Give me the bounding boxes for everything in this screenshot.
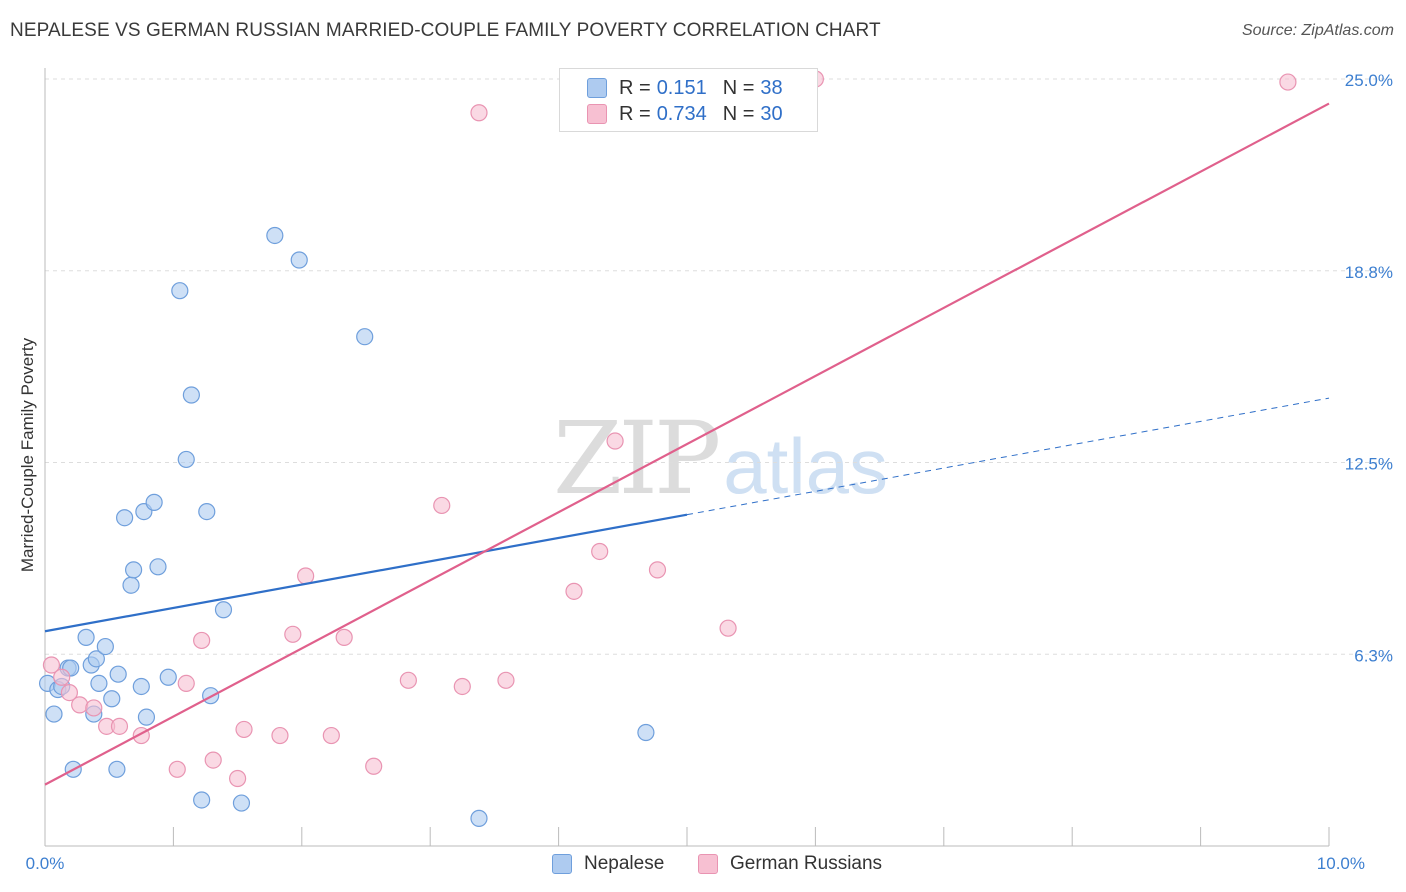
nepalese-point: [108, 760, 126, 778]
legend-swatch-nepalese: [587, 78, 607, 98]
german-russians-trend-line: [44, 102, 1330, 786]
legend-swatch-german-russians: [587, 104, 607, 124]
german-russians-point: [110, 717, 129, 735]
german-russians-point: [71, 696, 89, 714]
nepalese-point: [177, 450, 195, 469]
nepalese-point: [266, 226, 284, 245]
nepalese-trend-line: [44, 513, 688, 633]
y-tick-label: 25.0%: [1345, 71, 1393, 90]
german-russians-point: [648, 561, 667, 579]
nepalese-point: [137, 708, 156, 726]
bottom-swatch-german-russians: [698, 854, 718, 874]
nepalese-point: [90, 674, 108, 692]
nepalese-point: [214, 601, 233, 619]
legend-row-german-russians: R = 0.734 N = 30: [587, 102, 783, 126]
german-russians-point: [470, 104, 488, 122]
y-tick-label: 6.3%: [1354, 646, 1393, 665]
german-russians-point: [433, 496, 451, 515]
nepalese-point: [356, 328, 374, 346]
nepalese-point: [232, 794, 251, 812]
german-russians-point: [284, 625, 302, 643]
legend-n-value: 30: [760, 102, 783, 125]
nepalese-point: [96, 637, 114, 656]
nepalese-point: [122, 576, 140, 594]
nepalese-point: [470, 809, 488, 827]
nepalese-point: [116, 509, 134, 527]
nepalese-point: [637, 723, 655, 742]
german-russians-point: [399, 671, 417, 689]
german-russians-point: [204, 751, 222, 769]
german-russians-point: [297, 567, 315, 585]
german-russians-point: [453, 677, 471, 696]
nepalese-point: [145, 493, 163, 511]
nepalese-point: [182, 386, 200, 404]
german-russians-point: [85, 699, 103, 717]
bottom-legend-nepalese: Nepalese: [552, 852, 664, 876]
correlation-legend: R = 0.151 N = 38 R = 0.734 N = 30: [559, 68, 818, 132]
legend-n-label: N =: [722, 102, 755, 125]
nepalese-point: [87, 650, 105, 668]
x-tick-label: 0.0%: [26, 854, 65, 873]
legend-row-nepalese: R = 0.151 N = 38: [587, 76, 783, 100]
nepalese-trend-extension: [686, 397, 1330, 516]
nepalese-point: [198, 502, 216, 521]
legend-r-label: R =: [619, 76, 651, 99]
german-russians-point: [271, 726, 289, 745]
nepalese-point: [149, 558, 167, 576]
german-russians-point: [229, 769, 247, 788]
legend-r-value: 0.734: [656, 102, 707, 125]
nepalese-point: [124, 561, 143, 579]
german-russians-point: [177, 674, 195, 692]
german-russians-point: [606, 432, 624, 450]
nepalese-point: [290, 251, 308, 269]
nepalese-point: [171, 282, 189, 300]
german-russians-point: [1279, 73, 1297, 91]
bottom-legend-label-german-russians: German Russians: [730, 853, 883, 874]
nepalese-point: [132, 677, 150, 696]
german-russians-point: [497, 671, 515, 689]
bottom-legend-label-nepalese: Nepalese: [584, 853, 665, 874]
german-russians-point: [168, 760, 186, 778]
bottom-swatch-nepalese: [552, 854, 572, 874]
legend-n-value: 38: [760, 76, 783, 99]
nepalese-point: [193, 791, 211, 809]
bottom-legend-german-russians: German Russians: [698, 852, 882, 876]
german-russians-point: [719, 619, 737, 637]
nepalese-point: [109, 665, 127, 683]
nepalese-point: [45, 705, 63, 723]
nepalese-point: [103, 690, 121, 708]
german-russians-point: [42, 656, 61, 674]
nepalese-point: [77, 628, 95, 646]
y-tick-label: 12.5%: [1345, 455, 1393, 474]
german-russians-point: [365, 757, 383, 775]
chart-title: NEPALESE VS GERMAN RUSSIAN MARRIED-COUPL…: [10, 20, 881, 41]
german-russians-point: [565, 582, 583, 600]
legend-r-value: 0.151: [656, 76, 707, 99]
legend-r-label: R =: [619, 102, 651, 125]
german-russians-point: [335, 628, 353, 646]
y-tick-label: 18.8%: [1345, 263, 1393, 282]
nepalese-point: [159, 668, 177, 686]
german-russians-point: [193, 631, 211, 650]
source-label: Source: ZipAtlas.com: [1241, 22, 1394, 39]
german-russians-point: [322, 726, 340, 745]
german-russians-point: [235, 720, 253, 739]
x-tick-label: 10.0%: [1317, 854, 1365, 873]
german-russians-point: [53, 668, 71, 686]
german-russians-point: [60, 683, 78, 702]
german-russians-point: [591, 542, 609, 561]
legend-n-label: N =: [722, 76, 755, 99]
